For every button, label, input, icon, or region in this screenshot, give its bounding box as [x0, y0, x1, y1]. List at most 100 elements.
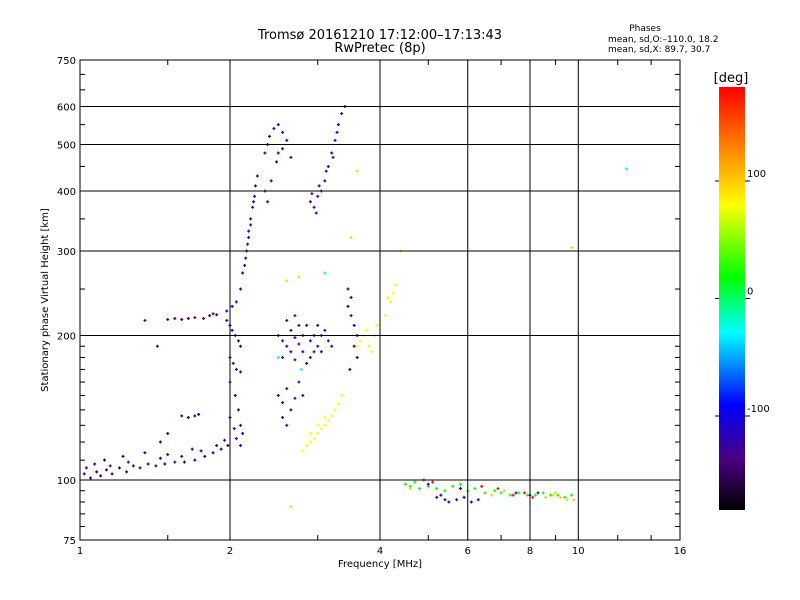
data-point [82, 472, 86, 476]
data-point [496, 487, 500, 491]
data-point [408, 487, 412, 491]
phase-info-x: mean, sd,X: 89.7, 30.7 [608, 45, 710, 55]
x-tick-label: 6 [465, 546, 471, 557]
data-point [276, 355, 280, 359]
data-point [323, 328, 327, 332]
data-point [241, 271, 245, 275]
data-point [301, 350, 305, 354]
data-point [435, 495, 439, 499]
data-point [180, 317, 184, 321]
data-point [231, 361, 235, 365]
data-point [180, 454, 184, 458]
data-point [138, 466, 142, 470]
data-point [208, 314, 212, 318]
data-point [297, 323, 301, 327]
data-point [508, 493, 512, 497]
data-point [193, 414, 197, 418]
data-point [281, 130, 285, 134]
data-point [553, 491, 557, 495]
data-point [99, 474, 103, 478]
data-point [89, 476, 93, 480]
data-point [117, 466, 121, 470]
data-point [84, 466, 88, 470]
data-point [331, 155, 335, 159]
data-point [239, 344, 243, 348]
data-point [335, 130, 339, 134]
data-point [333, 138, 337, 142]
data-point [293, 336, 297, 340]
data-point [269, 179, 273, 183]
data-point [308, 339, 312, 343]
data-point [391, 291, 395, 295]
data-point [143, 451, 147, 455]
data-point [267, 134, 271, 138]
colorbar-ticks: 100 0 -100 [715, 169, 770, 417]
data-point [349, 314, 353, 318]
data-point [281, 147, 285, 151]
colorbar-tick-label: 0 [747, 287, 753, 298]
data-point [326, 339, 330, 343]
data-point [336, 402, 340, 406]
x-axis-label: Frequency [MHz] [338, 559, 422, 570]
data-point [289, 328, 293, 332]
data-point [469, 500, 473, 504]
x-tick-label: 10 [572, 546, 585, 557]
data-point [558, 495, 562, 499]
data-point [383, 314, 387, 318]
x-tick-label: 2 [227, 546, 233, 557]
data-point [451, 484, 455, 488]
data-point [499, 491, 503, 495]
data-point [263, 151, 267, 155]
phase-info-o: mean, sd,O:–110.0, 18.2 [608, 35, 719, 45]
data-point [458, 482, 462, 486]
data-point [276, 123, 280, 127]
data-point [458, 487, 462, 491]
data-point [511, 493, 515, 497]
data-point [234, 300, 238, 304]
data-point [253, 184, 257, 188]
data-point [480, 484, 484, 488]
data-point [239, 287, 243, 291]
data-point [219, 447, 223, 451]
data-point [523, 491, 527, 495]
data-point [173, 460, 177, 464]
colorbar-label: [deg] [714, 71, 749, 86]
data-point [514, 491, 518, 495]
data-point [289, 155, 293, 159]
data-point [326, 164, 330, 168]
data-point [182, 460, 186, 464]
data-point [563, 495, 567, 499]
data-point [447, 500, 451, 504]
data-point [330, 344, 334, 348]
data-point [355, 169, 359, 173]
data-point [251, 205, 255, 209]
data-point [239, 423, 243, 427]
data-point [166, 432, 170, 436]
data-point [364, 328, 368, 332]
chart-subtitle: RwPretec (8p) [334, 41, 425, 56]
data-point [473, 487, 477, 491]
data-point [186, 415, 190, 419]
data-point [517, 491, 521, 495]
data-point [143, 318, 147, 322]
data-point [346, 287, 350, 291]
data-point [483, 491, 487, 495]
colorbar-tick-label: 100 [747, 169, 766, 180]
data-point [239, 444, 243, 448]
data-point [255, 174, 259, 178]
data-point [180, 414, 184, 418]
data-point [166, 317, 170, 321]
data-point [297, 380, 301, 384]
data-point [308, 200, 312, 204]
data-point [289, 505, 293, 509]
x-axis-ticks: 1 2 4 6 8 10 16 [77, 60, 686, 557]
data-point [375, 323, 379, 327]
data-point [236, 408, 240, 412]
data-point [215, 313, 219, 317]
data-point [281, 401, 285, 405]
data-point [234, 367, 238, 371]
phase-info-header: Phases [629, 24, 661, 34]
data-point [285, 423, 289, 427]
data-point [253, 194, 257, 198]
